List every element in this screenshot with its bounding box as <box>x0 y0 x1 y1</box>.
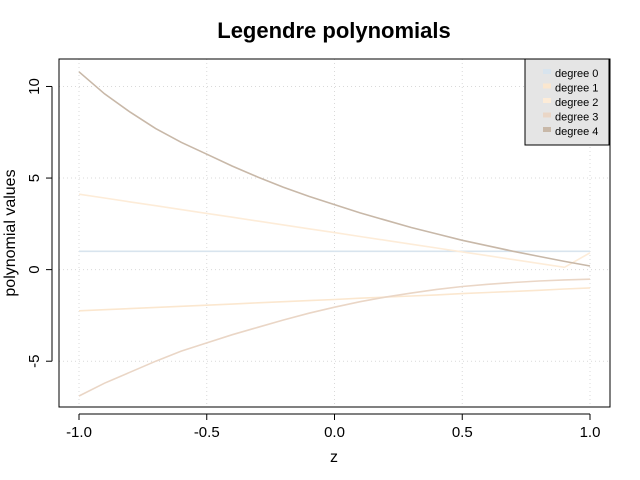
y-tick-label: -5 <box>26 355 43 368</box>
x-tick-label: 0.0 <box>324 424 345 441</box>
legend-swatch <box>543 69 551 74</box>
series-line-degree-4 <box>78 71 591 267</box>
y-tick-label: 10 <box>26 78 43 95</box>
x-tick-label: 1.0 <box>580 424 601 441</box>
x-tick-label: 0.5 <box>452 424 473 441</box>
series-line-degree-1 <box>78 287 591 312</box>
chart-title: Legendre polynomials <box>217 18 451 43</box>
legend-swatch <box>543 112 551 118</box>
series-line-degree-3 <box>78 278 591 397</box>
legend-label: degree 0 <box>555 68 598 80</box>
legend-label: degree 4 <box>555 126 598 138</box>
x-axis: -1.0 -0.5 0.0 0.5 1.0 <box>66 413 601 441</box>
legend-label: degree 3 <box>555 112 598 124</box>
x-tick-label: -1.0 <box>66 424 92 441</box>
legend: degree 0 degree 1 degree 2 degree 3 degree 4 <box>524 58 610 146</box>
legend-box <box>524 58 610 146</box>
legend-label: degree 2 <box>555 97 598 109</box>
series-layer <box>78 71 591 397</box>
x-axis-label: z <box>330 449 338 466</box>
plot-frame <box>58 58 611 408</box>
x-tick-label: -0.5 <box>194 424 220 441</box>
legend-swatch <box>543 127 551 132</box>
series-line-degree-2 <box>78 193 591 269</box>
legend-swatch <box>543 98 551 103</box>
legend-label: degree 1 <box>555 83 598 95</box>
y-axis-label: polynomial values <box>2 169 19 296</box>
y-axis: -5 0 5 10 <box>26 78 53 368</box>
legend-swatch <box>543 83 551 89</box>
y-tick-label: 0 <box>26 265 43 273</box>
y-tick-label: 5 <box>26 174 43 182</box>
